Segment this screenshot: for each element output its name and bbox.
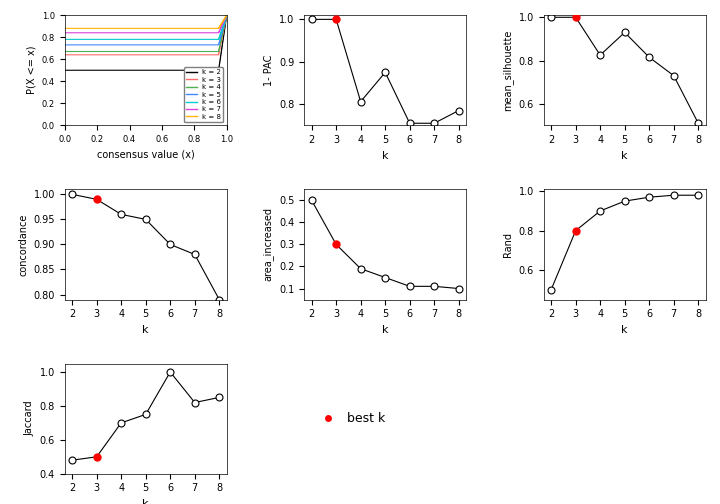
k = 2: [189, 67, 198, 73]
k = 8: [171, 25, 180, 31]
k = 6: [222, 12, 231, 18]
k = 6: [126, 36, 135, 42]
Line: k = 6: k = 6: [65, 15, 227, 39]
k = 7: [126, 30, 135, 36]
Line: k = 2: k = 2: [65, 15, 227, 70]
k = 2: [126, 67, 135, 73]
k = 5: [222, 12, 231, 18]
k = 5: [60, 42, 69, 48]
Y-axis label: P(X <= x): P(X <= x): [26, 46, 36, 94]
X-axis label: k: k: [143, 325, 149, 335]
k = 6: [186, 36, 195, 42]
Legend: best k: best k: [310, 407, 390, 430]
k = 4: [171, 48, 180, 54]
X-axis label: k: k: [382, 325, 389, 335]
k = 8: [222, 12, 231, 18]
k = 8: [186, 25, 195, 31]
k = 6: [60, 36, 69, 42]
Line: k = 5: k = 5: [65, 15, 227, 45]
k = 3: [126, 52, 135, 58]
k = 7: [186, 30, 195, 36]
k = 6: [189, 36, 198, 42]
k = 4: [189, 48, 198, 54]
k = 3: [171, 52, 180, 58]
k = 6: [77, 36, 86, 42]
k = 6: [171, 36, 180, 42]
k = 7: [60, 30, 69, 36]
k = 4: [60, 48, 69, 54]
k = 5: [186, 42, 195, 48]
k = 2: [77, 67, 86, 73]
k = 3: [77, 52, 86, 58]
k = 4: [77, 48, 86, 54]
k = 7: [222, 12, 231, 18]
k = 5: [77, 42, 86, 48]
Y-axis label: 1- PAC: 1- PAC: [264, 54, 274, 86]
Line: k = 3: k = 3: [65, 15, 227, 55]
X-axis label: k: k: [382, 151, 389, 161]
Line: k = 8: k = 8: [65, 15, 227, 28]
k = 3: [189, 52, 198, 58]
Y-axis label: area_increased: area_increased: [263, 208, 274, 281]
k = 8: [60, 25, 69, 31]
Line: k = 7: k = 7: [65, 15, 227, 33]
k = 7: [132, 30, 140, 36]
k = 4: [222, 12, 231, 18]
X-axis label: k: k: [143, 499, 149, 504]
k = 7: [189, 30, 198, 36]
k = 5: [132, 42, 140, 48]
k = 4: [132, 48, 140, 54]
k = 8: [189, 25, 198, 31]
k = 5: [126, 42, 135, 48]
Legend: k = 2, k = 3, k = 4, k = 5, k = 6, k = 7, k = 8: k = 2, k = 3, k = 4, k = 5, k = 6, k = 7…: [184, 68, 223, 122]
X-axis label: k: k: [621, 151, 628, 161]
k = 7: [77, 30, 86, 36]
k = 7: [171, 30, 180, 36]
k = 2: [132, 67, 140, 73]
Y-axis label: Rand: Rand: [503, 232, 513, 257]
k = 2: [186, 67, 195, 73]
k = 2: [60, 67, 69, 73]
X-axis label: consensus value (x): consensus value (x): [96, 150, 194, 160]
Y-axis label: concordance: concordance: [18, 213, 28, 276]
k = 2: [222, 12, 231, 18]
k = 3: [60, 52, 69, 58]
k = 3: [186, 52, 195, 58]
k = 5: [189, 42, 198, 48]
X-axis label: k: k: [621, 325, 628, 335]
k = 4: [186, 48, 195, 54]
k = 5: [171, 42, 180, 48]
k = 6: [132, 36, 140, 42]
k = 8: [126, 25, 135, 31]
k = 8: [77, 25, 86, 31]
k = 3: [222, 12, 231, 18]
Line: k = 4: k = 4: [65, 15, 227, 51]
k = 2: [171, 67, 180, 73]
k = 8: [132, 25, 140, 31]
Y-axis label: Jaccard: Jaccard: [24, 401, 35, 436]
k = 3: [132, 52, 140, 58]
k = 4: [126, 48, 135, 54]
Y-axis label: mean_silhouette: mean_silhouette: [503, 30, 513, 111]
